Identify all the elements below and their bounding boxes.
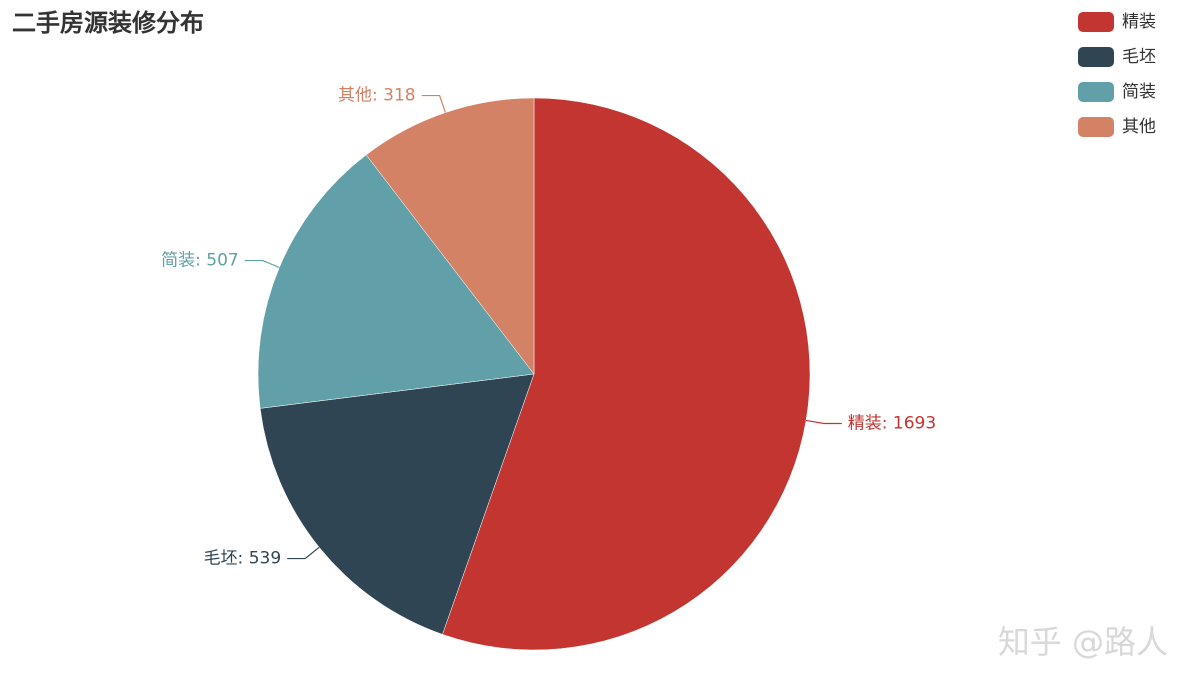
watermark: 知乎 @路人: [998, 623, 1168, 661]
data-label: 简装: 507: [161, 251, 239, 271]
data-label: 精装: 1693: [848, 413, 936, 433]
chart-title: 二手房源装修分布: [12, 9, 204, 37]
label-line: [287, 546, 320, 560]
legend-label: 简装: [1122, 82, 1156, 102]
legend-swatch: [1078, 117, 1114, 137]
label-line: [805, 419, 842, 425]
pie-slice: [259, 373, 535, 635]
legend-label: 精装: [1122, 12, 1156, 32]
legend-swatch: [1078, 47, 1114, 67]
label-line: [244, 259, 280, 269]
label-line: [421, 94, 446, 113]
legend-label: 毛坯: [1122, 47, 1156, 67]
data-label: 毛坯: 539: [204, 549, 282, 569]
pie-slice: [257, 154, 535, 409]
legend-label: 其他: [1122, 117, 1156, 137]
data-label: 其他: 318: [338, 86, 416, 106]
legend-swatch: [1078, 12, 1114, 32]
legend-swatch: [1078, 82, 1114, 102]
